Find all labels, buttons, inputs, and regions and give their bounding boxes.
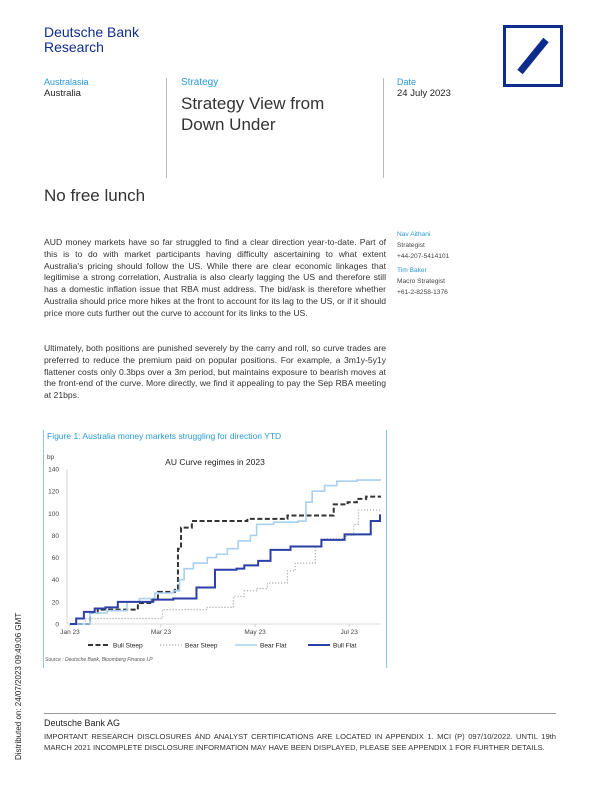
y-tick-label: 120 (48, 489, 59, 496)
title-line1: Strategy View from (181, 94, 325, 113)
distribution-stamp: Distributed on: 24/07/2023 09:49:06 GMT (14, 612, 23, 760)
country: Australia (44, 88, 81, 99)
divider (383, 78, 384, 178)
title-line2: Down Under (181, 115, 276, 134)
chart-title: AU Curve regimes in 2023 (165, 457, 265, 467)
figure-frame (43, 430, 387, 668)
x-tick-label: Mar 23 (151, 629, 172, 636)
figure-caption: Figure 1: Australia money markets strugg… (47, 431, 282, 441)
author-role: Strategist (397, 242, 425, 249)
series-line-bull-flat (70, 514, 381, 625)
legend-label: Bear Flat (260, 643, 287, 650)
author-phone: +44-207-5414101 (397, 253, 450, 260)
date: 24 July 2023 (397, 88, 451, 99)
disclosure: IMPORTANT RESEARCH DISCLOSURES AND ANALY… (44, 732, 556, 752)
y-tick-label: 40 (52, 577, 60, 584)
legend-label: Bear Steep (185, 643, 218, 650)
headline: No free lunch (44, 186, 146, 205)
legend-label: Bull Steep (113, 643, 143, 650)
author-role: Macro Strategist (397, 278, 446, 285)
y-tick-label: 80 (52, 533, 60, 540)
y-tick-label: 60 (52, 555, 60, 562)
footer-company: Deutsche Bank AG (44, 718, 121, 728)
x-tick-label: May 23 (244, 629, 266, 636)
footer-rule (44, 713, 556, 714)
y-tick-label: 0 (55, 622, 59, 629)
category: Strategy (181, 77, 219, 88)
y-axis-label: bp (47, 454, 55, 461)
region: Australasia (44, 77, 89, 87)
chart: AU Curve regimes in 2023 bp 0 20 40 60 80 100 12… (47, 454, 381, 650)
x-tick-label: Jan 23 (60, 629, 80, 636)
legend-label: Bull Flat (333, 643, 357, 650)
brand-line1: Deutsche Bank (44, 24, 139, 40)
figure-source: Source : Deutsche Bank, Bloomberg Financ… (45, 657, 153, 663)
series-line-bull-steep (70, 495, 381, 625)
brand-name: Deutsche Bank Research (44, 25, 139, 55)
deutsche-bank-logo (503, 25, 563, 87)
y-tick-label: 100 (48, 511, 59, 518)
x-tick-label: Jul 23 (340, 629, 358, 636)
body-paragraph: Ultimately, both positions are punished … (44, 343, 386, 401)
body-paragraph: AUD money markets have so far struggled … (44, 237, 386, 318)
y-tick-label: 20 (52, 599, 60, 606)
brand-line2: Research (44, 39, 104, 55)
date-label: Date (397, 77, 417, 87)
divider (166, 78, 167, 178)
author-name[interactable]: Nav Aithani (397, 231, 431, 238)
author-phone: +61-2-8258-1376 (397, 289, 448, 296)
series-line-bear-flat (70, 478, 381, 625)
y-tick-label: 140 (48, 467, 59, 474)
author-list: Nav Aithani Strategist +44-207-5414101 T… (397, 229, 449, 298)
page-title: Strategy View from Down Under (181, 93, 324, 135)
author-name[interactable]: Tim Baker (397, 267, 427, 274)
